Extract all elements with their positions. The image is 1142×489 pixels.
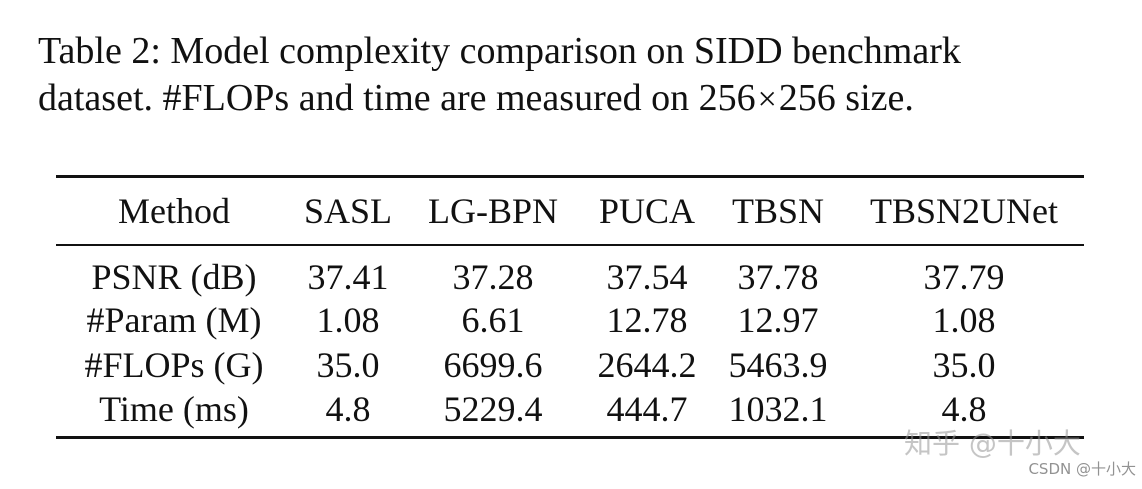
row-label: PSNR (dB) [91, 256, 257, 297]
cell-value: 5463.9 [728, 345, 828, 385]
header-sasl: SASL [292, 175, 404, 246]
cell-value: 12.78 [606, 300, 688, 340]
header-tbsn: TBSN [712, 175, 844, 246]
row-label: #Param (M) [86, 300, 262, 340]
csdn-watermark: CSDN @十小大 [1028, 460, 1136, 478]
header-method: Method [56, 175, 292, 246]
cell-value: 6699.6 [443, 345, 543, 385]
row-time: Time (ms) 4.8 5229.4 444.7 1032.1 4.8 [56, 387, 1084, 439]
header-puca: PUCA [582, 175, 712, 246]
header-row: Method SASL LG-BPN PUCA TBSN TBSN2UNet [56, 175, 1084, 246]
row-label: Time (ms) [56, 387, 292, 439]
row-psnr: PSNR (dB) 37.41 37.28 37.54 37.78 37.79 [56, 245, 1084, 298]
cell-value: 4.8 [844, 387, 1084, 439]
table-caption: Table 2: Model complexity comparison on … [38, 28, 1118, 123]
cell-value: 4.8 [292, 387, 404, 439]
times-symbol: × [757, 81, 777, 118]
cell-value: 37.54 [606, 256, 688, 297]
cell-value: 37.79 [923, 256, 1005, 297]
cell-value: 6.61 [461, 300, 525, 340]
caption-line-2: dataset. #FLOPs and time are measured on… [38, 75, 1118, 123]
cell-value: 35.0 [932, 345, 996, 385]
cell-value: 37.28 [452, 256, 534, 297]
cell-value: 12.97 [737, 300, 819, 340]
header-lg-bpn: LG-BPN [404, 175, 582, 246]
cell-value: 37.78 [737, 256, 819, 297]
cell-value: 37.41 [307, 256, 389, 297]
cell-value: 1.08 [932, 300, 996, 340]
row-label: #FLOPs (G) [84, 345, 264, 385]
caption-line-2-post: 256 size. [778, 77, 914, 119]
cell-value: 2644.2 [597, 345, 697, 385]
cell-value: 1.08 [316, 300, 380, 340]
caption-line-1: Table 2: Model complexity comparison on … [38, 30, 961, 72]
zhihu-watermark: 知乎 @十小大 [904, 427, 1081, 460]
cell-value: 444.7 [582, 387, 712, 439]
cell-value: 1032.1 [712, 387, 844, 439]
complexity-table: Method SASL LG-BPN PUCA TBSN TBSN2UNet P… [56, 175, 1084, 439]
caption-line-2-pre: dataset. #FLOPs and time are measured on… [38, 77, 756, 119]
cell-value: 5229.4 [404, 387, 582, 439]
row-param: #Param (M) 1.08 6.61 12.78 12.97 1.08 [56, 298, 1084, 343]
row-flops: #FLOPs (G) 35.0 6699.6 2644.2 5463.9 35.… [56, 343, 1084, 388]
header-tbsn2unet: TBSN2UNet [844, 175, 1084, 246]
cell-value: 35.0 [316, 345, 380, 385]
